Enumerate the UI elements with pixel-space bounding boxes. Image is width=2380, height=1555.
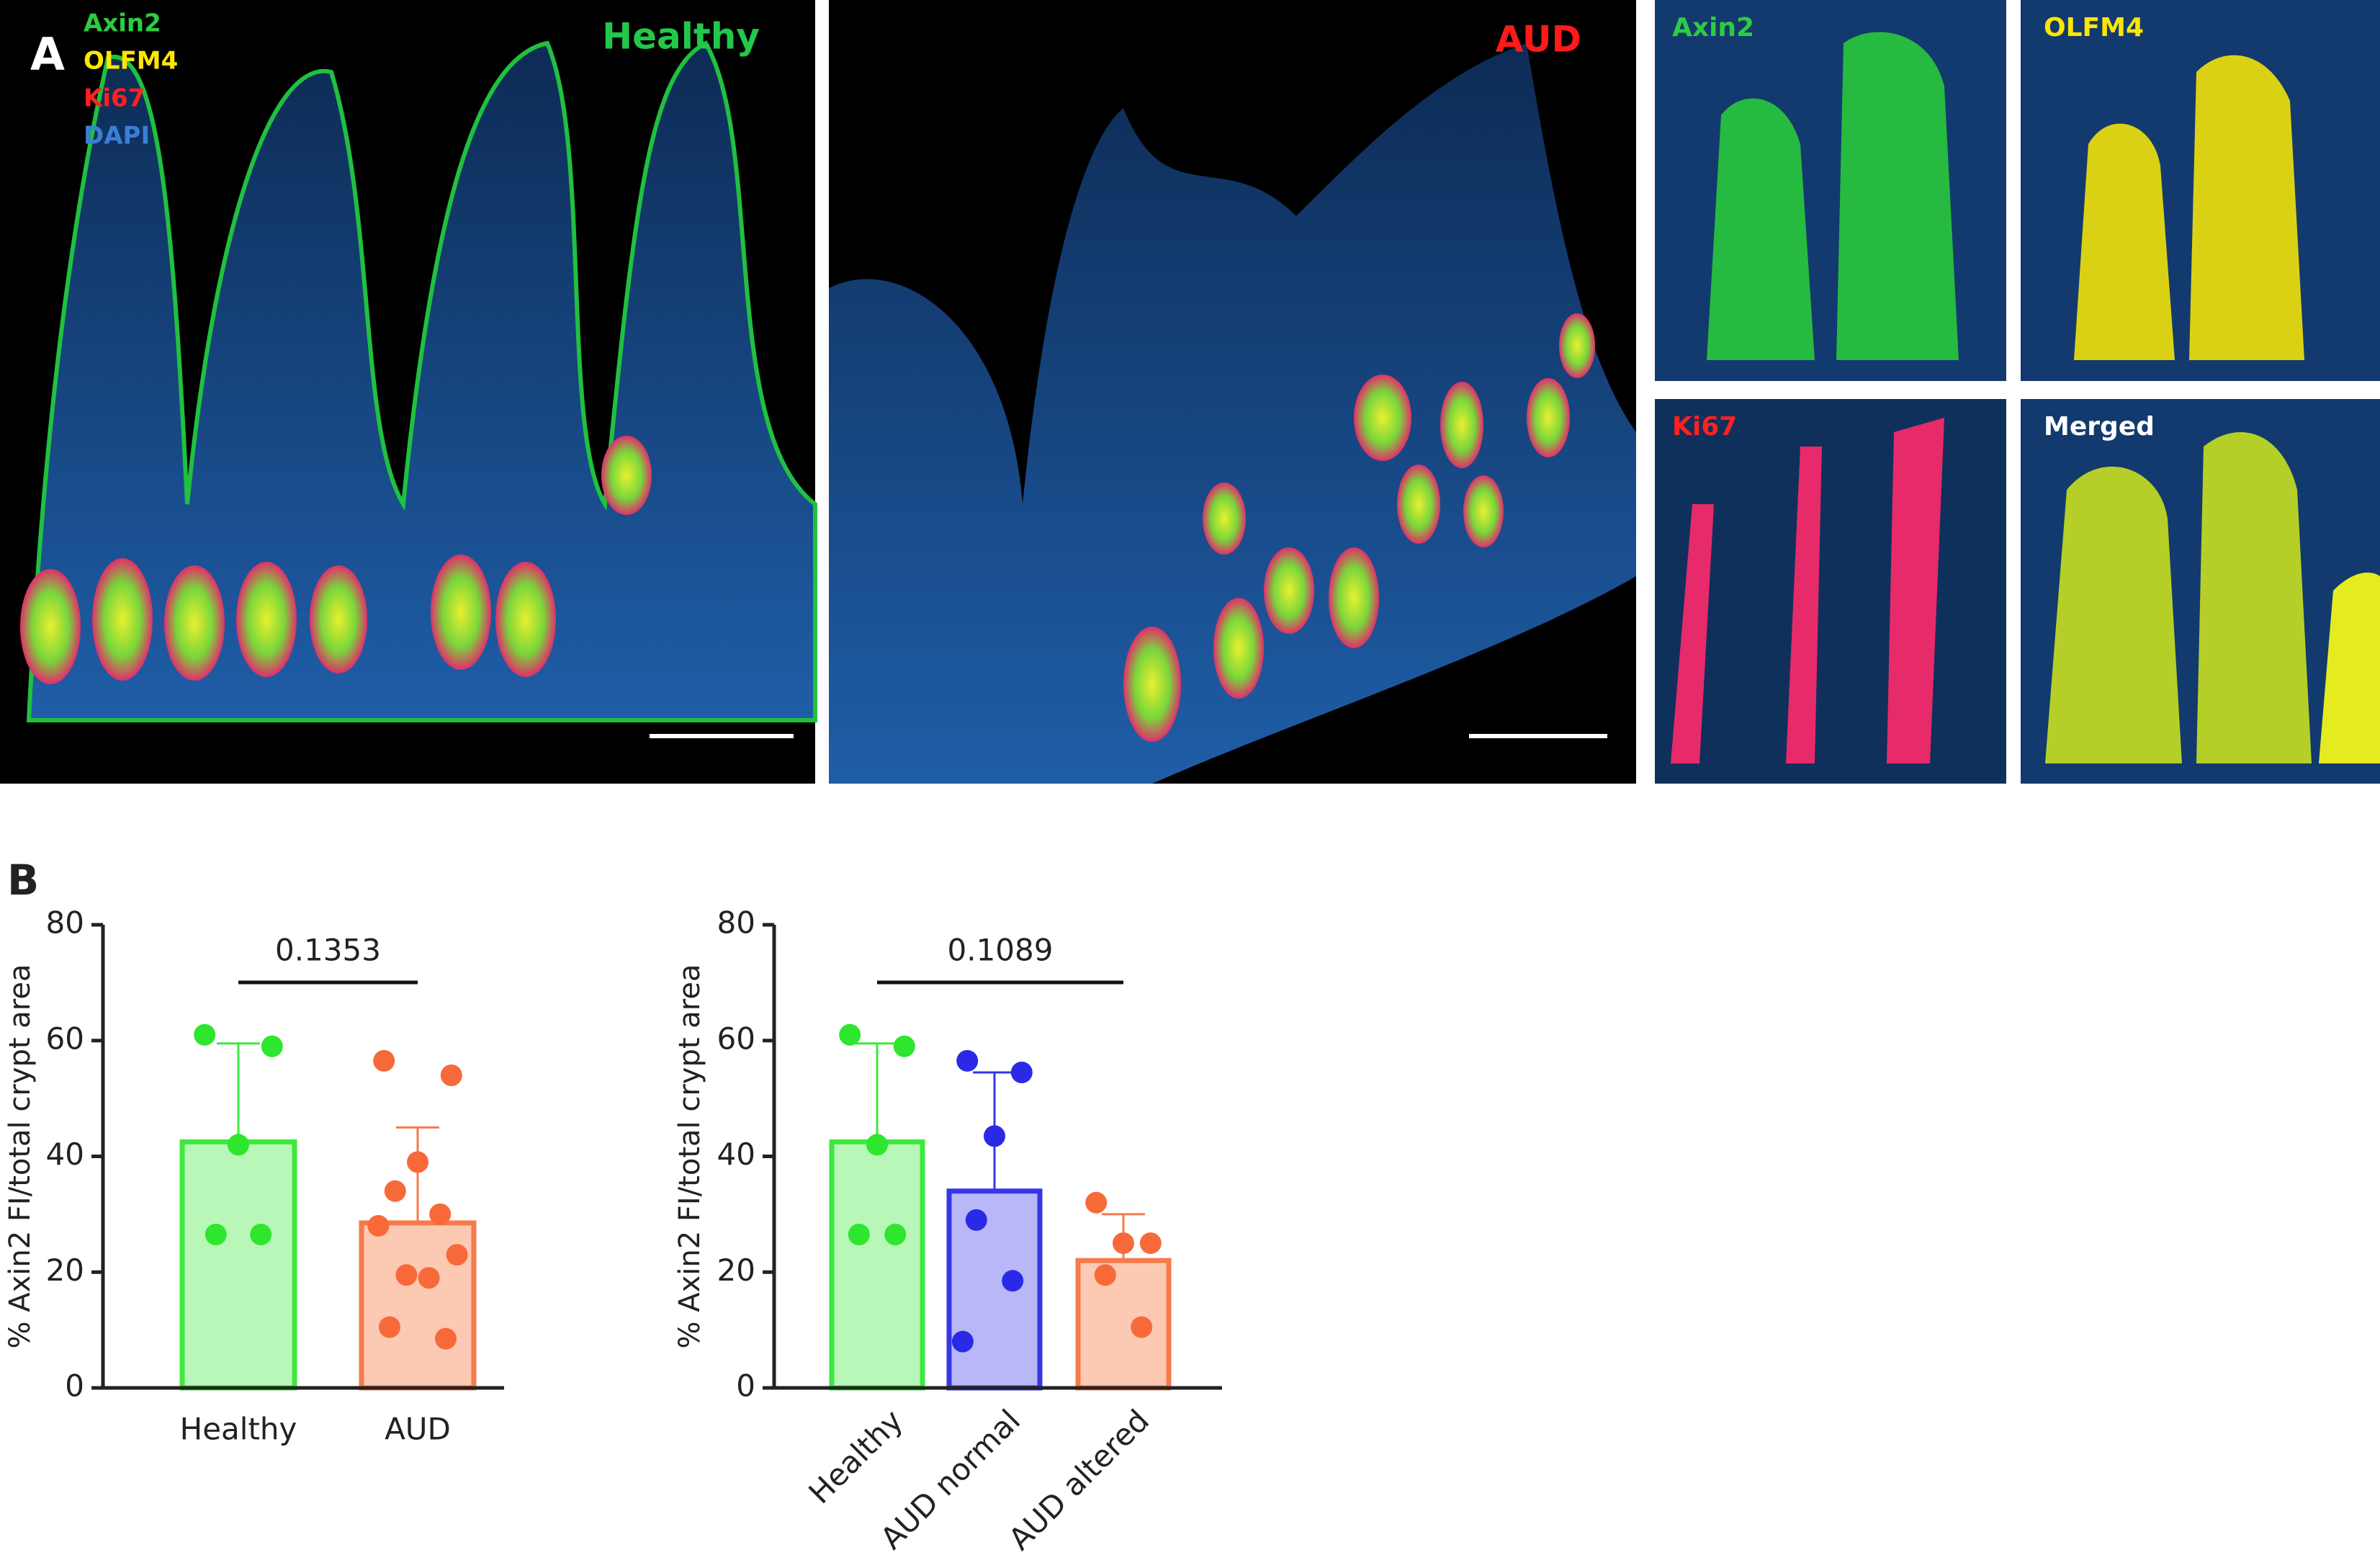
- micrograph-aud: [829, 0, 1636, 784]
- data-point: [261, 1035, 283, 1057]
- bar: [179, 1139, 297, 1391]
- data-point: [1139, 1232, 1162, 1255]
- inset-merged: [2021, 399, 2380, 784]
- bar: [1075, 1258, 1172, 1391]
- y-tick-label: 20: [717, 1252, 755, 1288]
- data-point: [228, 1134, 249, 1156]
- inset-label: OLFM4: [2044, 13, 2144, 42]
- y-tick-label: 20: [46, 1252, 84, 1288]
- y-tick-label: 0: [736, 1368, 755, 1404]
- x-tick-label: AUD: [385, 1412, 451, 1447]
- data-point: [384, 1180, 406, 1202]
- channel-label: Ki67: [84, 84, 145, 113]
- data-point: [1113, 1232, 1134, 1255]
- data-point: [884, 1224, 907, 1246]
- y-axis-label: % Axin2 FI/total crypt area: [673, 964, 706, 1349]
- inset-label: Ki67: [1672, 412, 1737, 442]
- panel-label: A: [30, 28, 65, 81]
- data-point: [205, 1224, 227, 1246]
- p-value: 0.1089: [948, 933, 1054, 968]
- inset-ki67: [1655, 399, 2006, 784]
- p-value: 0.1353: [275, 933, 381, 968]
- panel-label: B: [7, 856, 39, 905]
- data-point: [1010, 1061, 1033, 1083]
- y-tick-label: 80: [717, 905, 755, 941]
- y-axis-label: % Axin2 FI/total crypt area: [4, 964, 37, 1349]
- inset-label: Merged: [2044, 412, 2155, 442]
- image-label: AUD: [1496, 19, 1581, 61]
- data-point: [866, 1134, 888, 1156]
- data-point: [984, 1125, 1005, 1147]
- data-point: [435, 1327, 457, 1350]
- data-point: [395, 1264, 418, 1286]
- data-point: [407, 1151, 428, 1173]
- data-point: [1131, 1316, 1153, 1338]
- data-point: [446, 1244, 468, 1266]
- data-point: [848, 1224, 870, 1246]
- data-point: [893, 1035, 915, 1057]
- channel-label: DAPI: [84, 122, 150, 151]
- image-label: Healthy: [602, 16, 760, 58]
- data-point: [418, 1267, 440, 1289]
- data-point: [1094, 1264, 1116, 1286]
- y-tick-label: 40: [717, 1137, 755, 1172]
- data-point: [194, 1023, 216, 1046]
- y-tick-label: 80: [46, 905, 84, 941]
- data-point: [839, 1023, 861, 1046]
- y-tick-label: 60: [46, 1021, 84, 1056]
- x-tick-label: Healthy: [180, 1412, 297, 1447]
- y-tick-label: 60: [717, 1021, 755, 1056]
- data-point: [429, 1203, 452, 1225]
- micrograph-healthy: [0, 0, 817, 784]
- channel-label: Axin2: [84, 9, 161, 38]
- inset-label: Axin2: [1672, 13, 1754, 42]
- data-point: [1002, 1270, 1024, 1292]
- data-point: [367, 1214, 390, 1237]
- panel-b: % Axin2 FI/total crypt area 0 20 40 60 80 Heal…: [4, 905, 1222, 1555]
- channel-label: OLFM4: [84, 47, 178, 76]
- data-point: [250, 1224, 272, 1246]
- data-point: [440, 1064, 462, 1086]
- data-point: [373, 1049, 395, 1072]
- y-tick-label: 40: [46, 1137, 84, 1172]
- data-point: [951, 1330, 974, 1353]
- data-point: [379, 1316, 400, 1338]
- bar: [829, 1139, 925, 1391]
- panel-a-labels: A Axin2 OLFM4 Ki67 DAPI Healthy AUD Axin2 OLFM4 K…: [7, 9, 2155, 905]
- x-tick-label: Healthy: [801, 1403, 910, 1511]
- inset-olfm4: [2021, 0, 2380, 381]
- y-tick-label: 0: [65, 1368, 84, 1404]
- inset-axin2: [1655, 0, 2006, 381]
- data-point: [965, 1209, 987, 1231]
- data-point: [956, 1049, 979, 1072]
- bar: [946, 1188, 1043, 1391]
- data-point: [1085, 1191, 1108, 1214]
